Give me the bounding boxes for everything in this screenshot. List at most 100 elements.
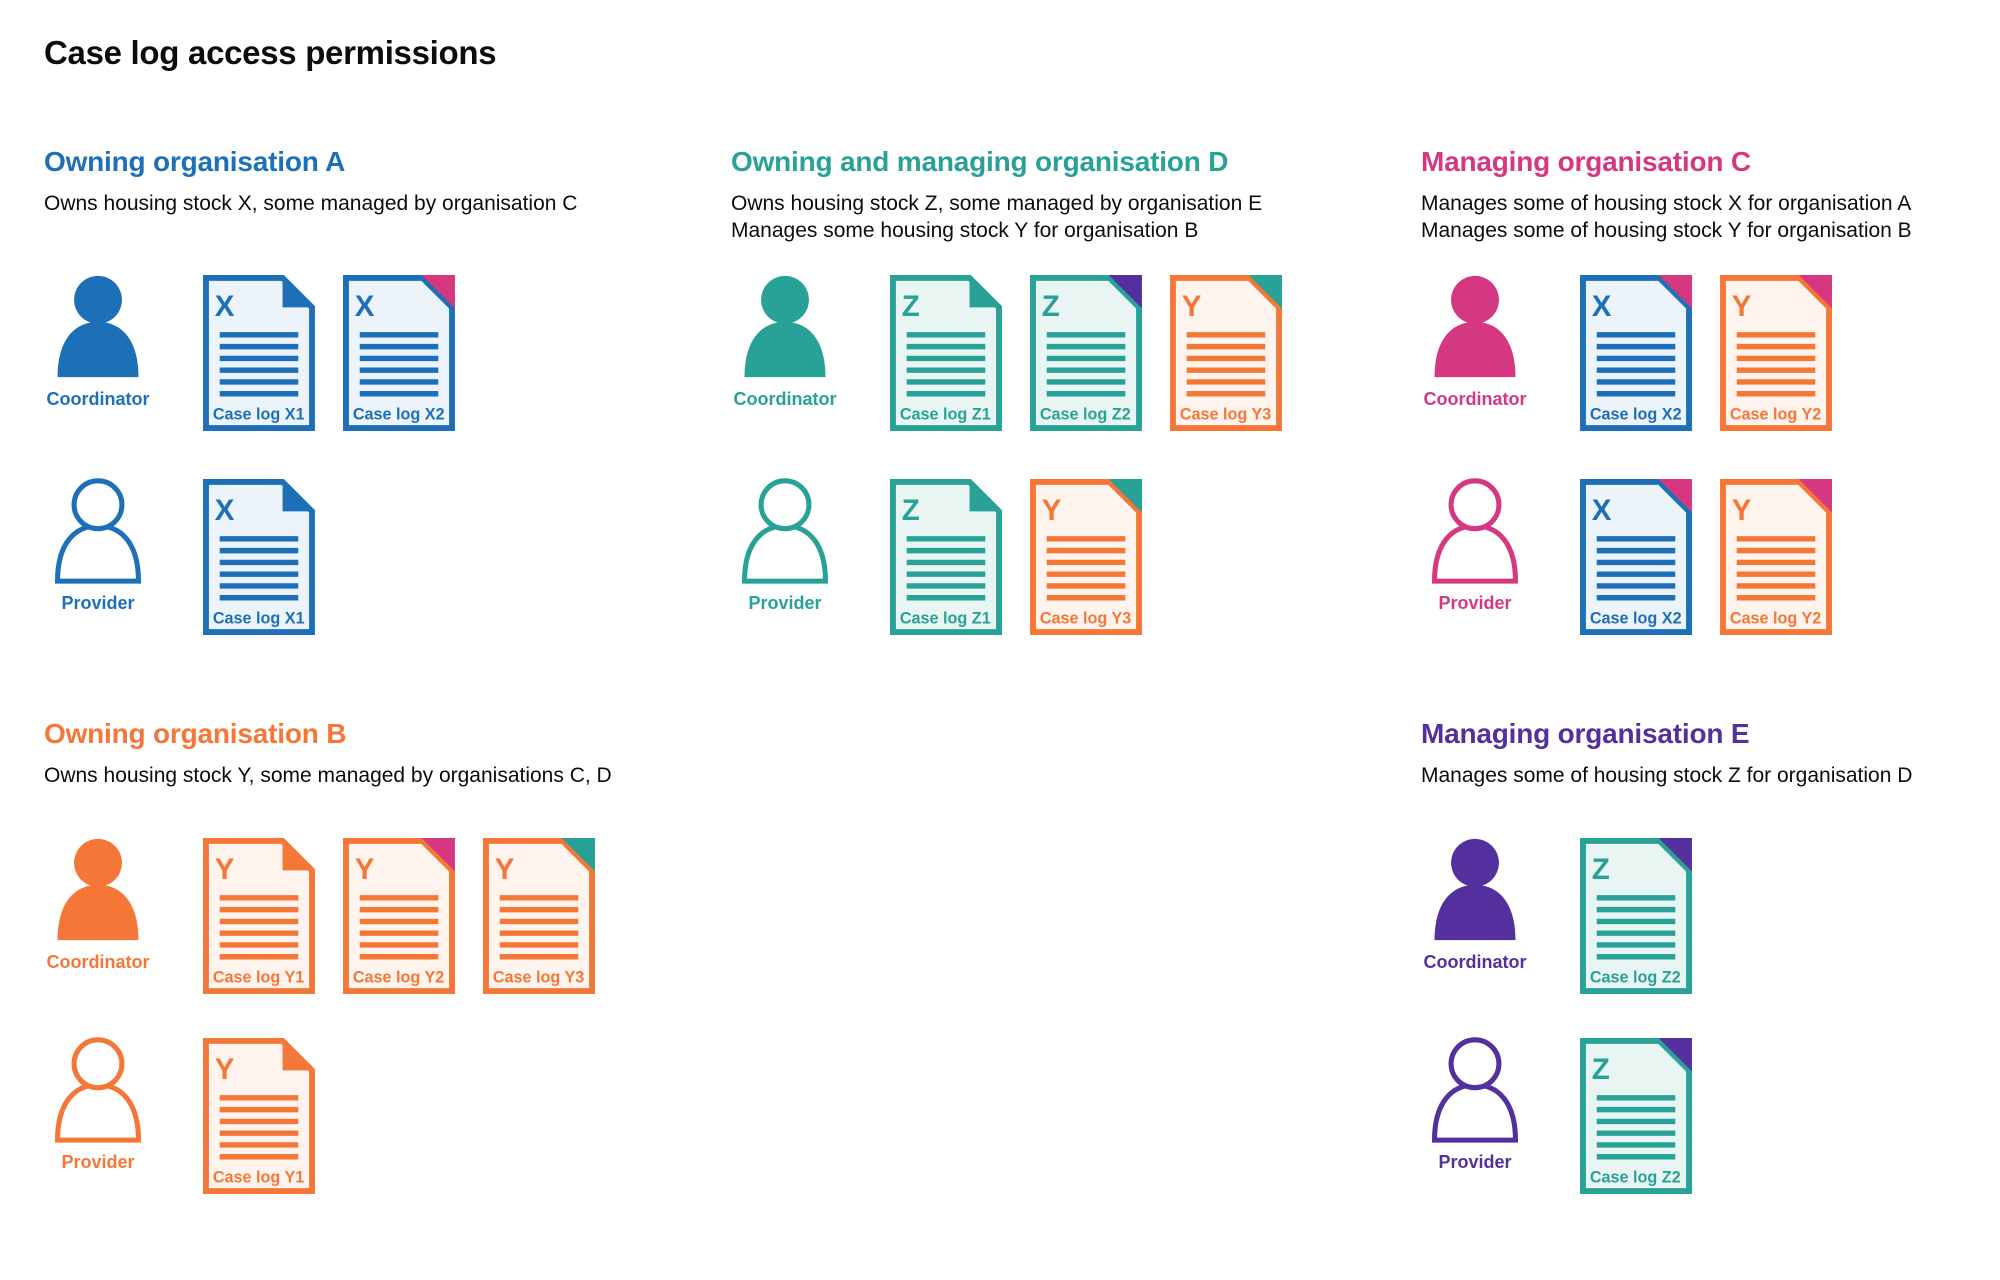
section-description: Manages some of housing stock X for orga… (1421, 191, 1986, 245)
fold-corner (969, 277, 1000, 308)
provider-person: Provider (44, 1035, 152, 1173)
description-line: Owns housing stock Z, some managed by or… (731, 192, 1263, 215)
provider-icon (741, 478, 829, 584)
case-log-label: Case log Y3 (1040, 609, 1131, 627)
stock-letter: Z (902, 494, 920, 527)
section-title: Managing organisation C (1421, 146, 1751, 177)
role-label: Coordinator (46, 952, 150, 972)
case-log-document: Y Case log Y3 (1167, 272, 1285, 434)
section-title: Owning organisation B (44, 718, 347, 749)
stock-letter: Y (1732, 290, 1752, 323)
case-log-documents: Z Case log Z2 (1577, 835, 1695, 997)
provider-icon (1431, 478, 1519, 584)
description-line: Owns housing stock Y, some managed by or… (44, 764, 612, 787)
stock-letter: X (1592, 494, 1612, 527)
provider-person: Provider (1421, 476, 1529, 614)
section-managing-organisation-c: Managing organisation C Manages some of … (1421, 146, 1986, 636)
stock-letter: X (215, 290, 235, 323)
document-text-lines (1736, 332, 1816, 397)
provider-row: Provider X Case log X1 (44, 476, 318, 638)
stock-letter: Z (902, 290, 920, 323)
fold-corner (282, 277, 313, 308)
stock-letter: X (215, 494, 235, 527)
document-icon: X Case log X2 (1580, 478, 1692, 636)
case-log-label: Case log Z2 (1590, 1168, 1681, 1186)
stock-letter: Y (215, 1053, 235, 1086)
fold-corner (1658, 1037, 1692, 1072)
stock-letter: Y (1042, 494, 1062, 527)
document-icon: Z Case log Z1 (890, 274, 1002, 432)
case-log-document: Y Case log Y1 (200, 835, 318, 997)
provider-icon (54, 478, 142, 584)
role-label: Provider (1438, 593, 1512, 613)
section-owning-organisation-b: Owning organisation B Owns housing stock… (44, 718, 704, 1195)
case-log-document: X Case log X1 (200, 476, 318, 638)
role-label: Coordinator (733, 389, 837, 409)
document-icon: X Case log X2 (343, 274, 455, 432)
coordinator-row: Coordinator Z Case log Z1 (731, 272, 1285, 434)
document-icon: X Case log X1 (203, 274, 315, 432)
section-description: Owns housing stock Z, some managed by or… (731, 191, 1391, 245)
case-log-label: Case log Y1 (213, 968, 304, 986)
provider-person: Provider (44, 476, 152, 614)
stock-letter: X (1592, 290, 1612, 323)
description-line: Manages some of housing stock Z for orga… (1421, 764, 1913, 787)
document-text-lines (906, 536, 986, 601)
document-icon: Y Case log Y2 (343, 837, 455, 995)
fold-corner (1798, 274, 1832, 309)
document-text-lines (359, 895, 439, 960)
provider-person: Provider (1421, 1035, 1529, 1173)
case-log-document: Y Case log Y1 (200, 1035, 318, 1197)
case-log-document: Y Case log Y2 (1717, 272, 1835, 434)
case-log-label: Case log Y2 (1730, 609, 1821, 627)
description-line: Owns housing stock X, some managed by or… (44, 192, 578, 215)
coordinator-person: Coordinator (1421, 835, 1529, 973)
coordinator-icon (57, 275, 139, 378)
provider-row: Provider Y Case log Y1 (44, 1035, 318, 1197)
document-text-lines (1046, 536, 1126, 601)
case-log-label: Case log X1 (213, 609, 305, 627)
case-log-documents: X Case log X1 X Case log X2 (200, 272, 458, 434)
stock-letter: Y (495, 853, 515, 886)
case-log-label: Case log Z1 (900, 609, 991, 627)
role-label: Coordinator (46, 389, 150, 409)
document-text-lines (219, 1095, 299, 1160)
case-log-document: X Case log X2 (340, 272, 458, 434)
role-label: Provider (748, 593, 822, 613)
role-label: Provider (61, 1152, 135, 1172)
case-log-label: Case log Y1 (213, 1168, 304, 1186)
document-text-lines (219, 332, 299, 397)
document-icon: Z Case log Z2 (1580, 1037, 1692, 1195)
coordinator-person: Coordinator (44, 835, 152, 973)
section-title: Managing organisation E (1421, 718, 1750, 749)
case-log-document: Y Case log Y3 (480, 835, 598, 997)
document-text-lines (1046, 332, 1126, 397)
case-log-label: Case log Y3 (1180, 405, 1271, 423)
case-log-documents: X Case log X1 (200, 476, 318, 638)
coordinator-row: Coordinator X Case log X1 (44, 272, 458, 434)
provider-row: Provider Z Case log Z1 Y (731, 476, 1145, 638)
coordinator-row: Coordinator Z Case log Z2 (1421, 835, 1695, 997)
document-icon: Z Case log Z2 (1580, 837, 1692, 995)
document-text-lines (359, 332, 439, 397)
document-icon: Y Case log Y3 (1030, 478, 1142, 636)
document-text-lines (219, 536, 299, 601)
fold-corner (1658, 837, 1692, 872)
fold-corner (1658, 274, 1692, 309)
document-icon: Z Case log Z1 (890, 478, 1002, 636)
section-owning-organisation-a: Owning organisation A Owns housing stock… (44, 146, 704, 636)
case-log-document: Z Case log Z1 (887, 272, 1005, 434)
provider-icon (54, 1037, 142, 1143)
case-log-label: Case log Y3 (493, 968, 584, 986)
section-description: Owns housing stock X, some managed by or… (44, 191, 704, 218)
document-icon: Z Case log Z2 (1030, 274, 1142, 432)
document-text-lines (1596, 1095, 1676, 1160)
coordinator-person: Coordinator (731, 272, 839, 410)
case-log-documents: Y Case log Y1 (200, 1035, 318, 1197)
stock-letter: X (355, 290, 375, 323)
section-description: Owns housing stock Y, some managed by or… (44, 763, 704, 790)
fold-corner (1658, 478, 1692, 513)
document-icon: Y Case log Y1 (203, 1037, 315, 1195)
document-text-lines (499, 895, 579, 960)
